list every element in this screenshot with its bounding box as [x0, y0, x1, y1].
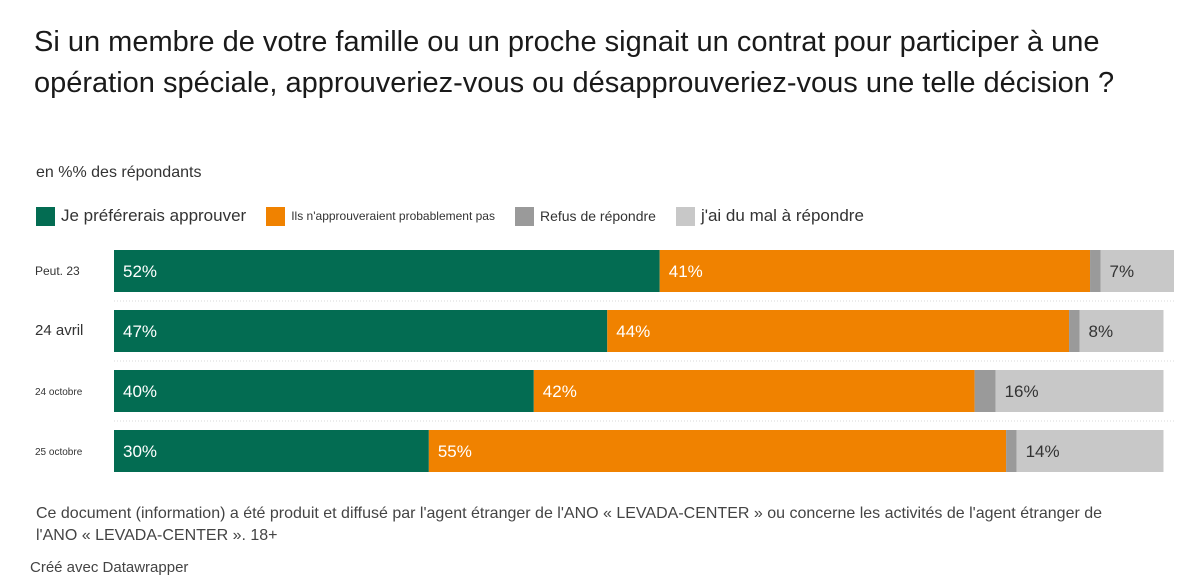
data-label: 30% — [123, 442, 157, 461]
legend-item-refuse: Refus de répondre — [514, 206, 656, 226]
chart-subtitle: en %% des répondants — [36, 164, 202, 181]
bar-segment — [114, 370, 534, 412]
legend-label-hard: j'ai du mal à répondre — [700, 206, 864, 225]
bar-segment — [1079, 310, 1164, 352]
data-label: 16% — [1005, 382, 1039, 401]
bar-segment — [533, 370, 975, 412]
legend-swatch-approve — [36, 206, 55, 226]
bar-segment — [114, 250, 660, 292]
bar-segment — [1016, 430, 1164, 472]
category-label: Peut. 23 — [35, 264, 80, 278]
legend-item-hard: j'ai du mal à répondre — [675, 206, 864, 226]
bar-segment — [114, 310, 608, 352]
legend-item-disapprove: Ils n'approuveraient probablement pas — [266, 206, 495, 226]
data-label: 8% — [1089, 322, 1114, 341]
data-label: 14% — [1026, 442, 1060, 461]
bar-segment — [1100, 250, 1174, 292]
bar-segment — [607, 310, 1070, 352]
bar-segment — [1069, 310, 1080, 352]
data-label: 41% — [669, 262, 703, 281]
legend-item-approve: Je préférerais approuver — [36, 206, 246, 226]
data-label: 44% — [616, 322, 650, 341]
bar-segment — [428, 430, 1007, 472]
data-label: 47% — [123, 322, 157, 341]
legend-swatch-refuse — [514, 206, 534, 226]
bar-segment — [1090, 250, 1101, 292]
category-label: 25 octobre — [35, 447, 83, 458]
bar-segment — [995, 370, 1164, 412]
bar-segment — [659, 250, 1091, 292]
category-label: 24 octobre — [35, 387, 83, 398]
legend-label-refuse: Refus de répondre — [539, 208, 656, 224]
legend-label-disapprove: Ils n'approuveraient probablement pas — [291, 209, 495, 223]
data-label: 40% — [123, 382, 157, 401]
legend-swatch-hard — [675, 206, 695, 226]
bar-segment — [1006, 430, 1017, 472]
data-label: 7% — [1110, 262, 1135, 281]
bar-segment — [974, 370, 996, 412]
credit-link[interactable]: Créé avec Datawrapper — [30, 559, 189, 576]
legend: Je préférerais approuver Ils n'approuver… — [36, 204, 864, 228]
data-label: 55% — [438, 442, 472, 461]
footer-note: Ce document (information) a été produit … — [36, 505, 1103, 544]
chart-title: Si un membre de votre famille ou un proc… — [34, 26, 1115, 99]
legend-label-approve: Je préférerais approuver — [61, 206, 247, 225]
data-label: 42% — [543, 382, 577, 401]
data-label: 52% — [123, 262, 157, 281]
category-label: 24 avril — [35, 322, 83, 339]
legend-swatch-disapprove — [266, 206, 286, 226]
stacked-bar-chart: Peut. 23 52% 41% 7% 24 avril 47% 44% 8% 24 octob… — [35, 250, 1174, 472]
bar-segment — [114, 430, 429, 472]
